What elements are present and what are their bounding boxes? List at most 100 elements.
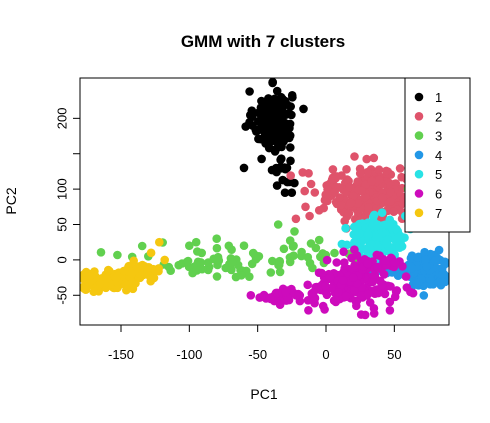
data-point — [281, 127, 291, 137]
y-tick-label: -50 — [54, 286, 69, 305]
data-point — [287, 188, 297, 197]
data-point — [357, 186, 366, 196]
data-point — [368, 277, 377, 287]
y-tick-label: 0 — [54, 256, 69, 263]
data-point — [350, 222, 359, 232]
y-tick-label: 50 — [54, 217, 69, 231]
y-tick-label: 100 — [54, 178, 69, 200]
legend-item-6: 6 — [414, 187, 442, 202]
data-point — [382, 166, 391, 176]
data-point — [407, 264, 417, 273]
data-point — [309, 288, 318, 297]
data-point — [248, 248, 258, 258]
data-point — [422, 262, 431, 272]
data-point — [303, 252, 313, 262]
data-point — [272, 86, 282, 96]
data-point — [334, 288, 343, 297]
data-point — [281, 287, 291, 297]
data-point — [268, 256, 277, 266]
data-point — [350, 152, 359, 161]
data-point — [286, 156, 295, 166]
series-1 — [239, 77, 308, 197]
data-point — [267, 165, 277, 175]
data-point — [284, 108, 294, 118]
data-point — [81, 285, 91, 295]
legend-item-4: 4 — [414, 148, 442, 163]
data-point — [353, 199, 363, 208]
data-point — [352, 251, 362, 260]
data-point — [348, 191, 358, 201]
x-tick-label: -150 — [108, 347, 134, 362]
data-point — [266, 268, 276, 277]
legend-label: 6 — [435, 187, 442, 202]
data-point — [129, 256, 138, 266]
data-point — [330, 248, 339, 258]
data-point — [364, 203, 373, 212]
legend-marker — [414, 208, 424, 218]
data-point — [322, 255, 332, 265]
data-point — [372, 222, 382, 231]
data-point — [252, 127, 261, 136]
x-axis: -150 -100 -50 0 50 — [108, 324, 402, 362]
data-point — [377, 280, 387, 290]
data-point — [352, 231, 362, 240]
x-tick-label: -50 — [248, 347, 267, 362]
x-tick-label: -100 — [176, 347, 202, 362]
data-point — [380, 289, 390, 299]
x-axis-label: PC1 — [250, 386, 277, 402]
data-point — [304, 306, 313, 315]
y-axis-label: PC2 — [3, 187, 19, 214]
data-point — [434, 245, 444, 255]
legend-item-1: 1 — [414, 90, 442, 105]
data-point — [373, 288, 383, 298]
data-point — [137, 241, 147, 251]
data-point — [389, 219, 398, 229]
data-point — [291, 214, 301, 224]
data-point — [374, 175, 384, 185]
data-point — [372, 250, 382, 260]
data-point — [280, 96, 290, 106]
data-point — [306, 239, 316, 248]
data-point — [342, 165, 351, 174]
data-point — [389, 207, 399, 216]
data-point — [214, 256, 224, 265]
data-point — [328, 165, 338, 174]
data-point — [283, 177, 292, 187]
data-point — [363, 167, 372, 177]
data-point — [191, 237, 201, 247]
data-point — [127, 269, 136, 278]
data-point — [373, 263, 382, 272]
data-point — [382, 238, 391, 248]
data-point — [344, 209, 354, 218]
data-point — [391, 287, 401, 296]
data-point — [385, 297, 395, 307]
data-point — [331, 295, 340, 305]
legend-item-3: 3 — [414, 129, 442, 144]
data-point — [305, 211, 314, 221]
data-point — [288, 93, 297, 102]
legend-item-7: 7 — [414, 206, 442, 221]
data-point — [227, 245, 236, 254]
data-point — [265, 122, 275, 132]
legend-label: 4 — [435, 148, 442, 163]
data-point — [332, 258, 342, 267]
data-point — [151, 266, 160, 276]
data-point — [89, 287, 98, 297]
data-point — [96, 248, 106, 257]
data-point — [314, 206, 324, 215]
data-point — [346, 198, 356, 208]
data-point — [363, 289, 373, 299]
data-point — [212, 234, 221, 243]
data-point — [353, 177, 363, 186]
data-point — [412, 279, 421, 289]
series-3 — [96, 184, 413, 282]
data-point — [227, 258, 237, 268]
data-point — [144, 271, 154, 280]
data-point — [348, 273, 358, 283]
data-point — [227, 265, 236, 275]
data-point — [351, 297, 361, 307]
data-point — [310, 188, 320, 197]
data-point — [419, 291, 429, 300]
data-point — [330, 187, 340, 197]
data-point — [321, 281, 330, 291]
